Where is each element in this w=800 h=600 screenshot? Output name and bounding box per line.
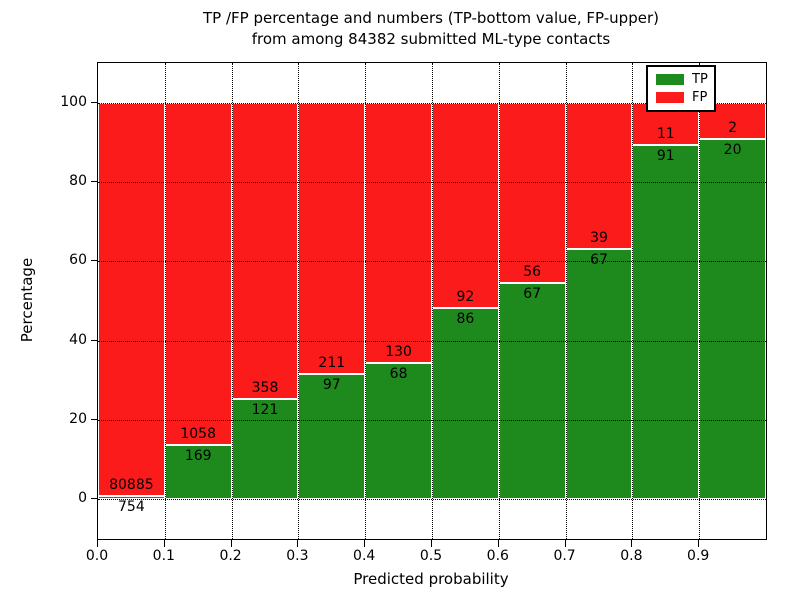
x-axis-tick (97, 540, 98, 547)
x-axis-tick (564, 540, 566, 547)
bar-segment-tp (164, 444, 232, 500)
bar-label-tp: 754 (118, 498, 145, 515)
y-tick-label: 0 (78, 490, 87, 507)
y-axis-tick (91, 339, 98, 341)
x-axis-tick (431, 540, 432, 547)
bar-segment-fp (432, 102, 499, 308)
x-axis-tick (297, 540, 299, 547)
bar-segment-fp (298, 102, 366, 375)
x-axis-tick (698, 540, 700, 547)
bar-segment-fp (231, 102, 299, 400)
bar-segment-tp (298, 374, 366, 500)
y-axis-tick (91, 101, 98, 103)
x-tick-label: 0.9 (687, 548, 710, 564)
bar-segment-tp (365, 363, 432, 500)
x-tick-label: 0.2 (219, 548, 242, 564)
x-axis-tick (364, 540, 366, 547)
chart-title-line2: from among 84382 submitted ML-type conta… (251, 30, 611, 48)
y-tick-label: 40 (69, 331, 87, 348)
x-tick-label: 0.5 (419, 548, 443, 564)
y-axis-tick (91, 498, 98, 500)
y-axis-tick (91, 419, 98, 420)
y-tick-label: 80 (69, 173, 87, 189)
legend-swatch-tp (656, 74, 684, 85)
x-tick-label: 0.0 (85, 548, 109, 564)
bar-segment-fp (365, 102, 432, 364)
bar-segment-tp (432, 307, 499, 500)
bar-segment-tp (231, 399, 299, 500)
y-axis-tick (91, 181, 98, 182)
x-axis-tick (230, 540, 232, 547)
x-tick-label: 0.8 (620, 548, 643, 564)
x-axis-tick (631, 540, 633, 547)
gridline-horizontal (98, 499, 766, 501)
chart-title-line1: TP /FP percentage and numbers (TP-bottom… (203, 9, 659, 27)
x-axis-tick (497, 540, 499, 547)
bar-segment-tp (632, 145, 700, 500)
x-tick-label: 0.1 (152, 548, 175, 564)
x-tick-label: 0.4 (353, 548, 376, 564)
x-tick-label: 0.3 (286, 548, 309, 564)
legend-swatch-fp (656, 92, 684, 103)
bar-segment-fp (565, 102, 633, 249)
x-axis-label: Predicted probability (353, 570, 509, 588)
bar-segment-fp (164, 102, 232, 445)
legend: TP FP (646, 65, 716, 112)
legend-entry-tp: TP (648, 73, 714, 86)
y-axis-label: Percentage (18, 257, 36, 343)
bar-segment-tp (98, 495, 165, 500)
bar-segment-tp (699, 138, 766, 500)
bar-segment-fp (498, 102, 566, 284)
bar-segment-tp (565, 248, 633, 500)
bar-segment-tp (498, 283, 566, 500)
bar-segment-fp (98, 102, 165, 496)
y-tick-label: 100 (60, 93, 87, 110)
legend-label-tp: TP (692, 72, 708, 87)
y-tick-label: 60 (69, 252, 87, 269)
legend-entry-fp: FP (648, 91, 714, 104)
x-axis-tick (163, 540, 165, 547)
x-tick-label: 0.7 (553, 548, 576, 564)
legend-label-fp: FP (692, 90, 708, 105)
chart-title: TP /FP percentage and numbers (TP-bottom… (97, 8, 765, 50)
x-tick-label: 0.6 (486, 548, 509, 564)
y-tick-label: 20 (69, 411, 87, 427)
plot-area: 80885 754 1058 169 358 121 211 97 130 68 92 86 56 67 3… (97, 62, 767, 540)
y-axis-tick (91, 260, 98, 262)
